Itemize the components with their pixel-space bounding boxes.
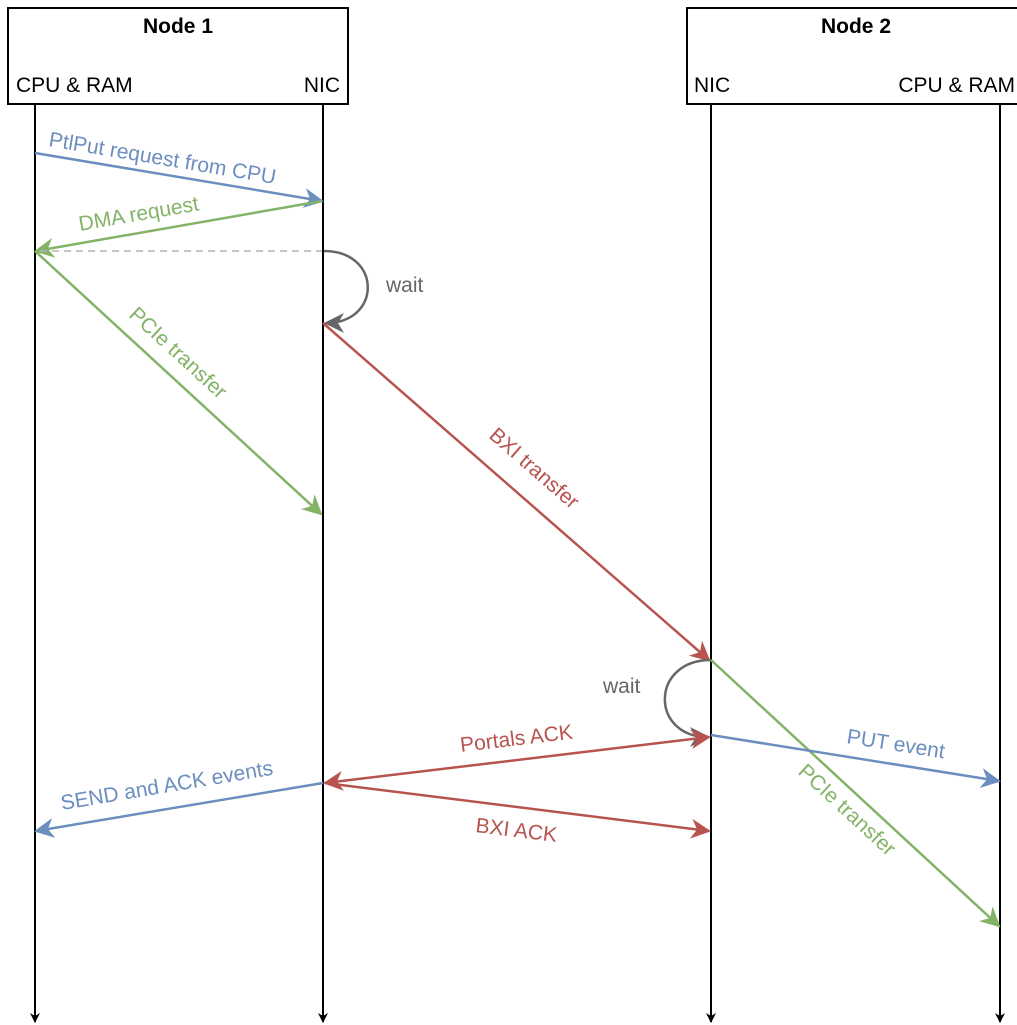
node1-nic-label: NIC [304,74,340,97]
label-send-ack-events: SEND and ACK events [59,757,275,815]
arrow-send-ack-events [34,781,324,838]
node2-title: Node 2 [821,15,891,38]
arrow-put-event [710,733,1001,789]
arrow-ptlput-request [34,151,324,208]
node2-nic-label: NIC [694,74,730,97]
label-pcie-transfer-node1: PCIe transfer [125,303,232,404]
node1-box [7,7,349,105]
node1-title: Node 1 [143,15,213,38]
arrow-bxi-ack [324,781,711,839]
label-bxi-transfer: BXI transfer [485,423,584,513]
arrow-pcie-transfer-node1 [34,250,323,516]
arrow-bxi-transfer [322,322,711,662]
arrow-wait-node2 [663,658,712,747]
label-ptlput-request: PtlPut request from CPU [47,128,278,189]
label-wait-node1: wait [385,274,424,297]
arrow-pcie-transfer-node2 [710,659,1001,928]
node2-cpu-label: CPU & RAM [898,74,1015,97]
label-pcie-transfer-node2: PCIe transfer [794,760,901,861]
arrow-portals-ack [323,729,711,791]
node1-cpu-label: CPU & RAM [16,74,133,97]
arrow-wait-node1 [323,249,369,333]
node2-box [686,7,1017,105]
label-wait-node2: wait [602,675,641,698]
label-portals-ack: Portals ACK [459,721,574,757]
arrow-dma-request [34,199,323,258]
label-bxi-ack: BXI ACK [474,814,558,847]
label-dma-request: DMA request [77,192,201,236]
